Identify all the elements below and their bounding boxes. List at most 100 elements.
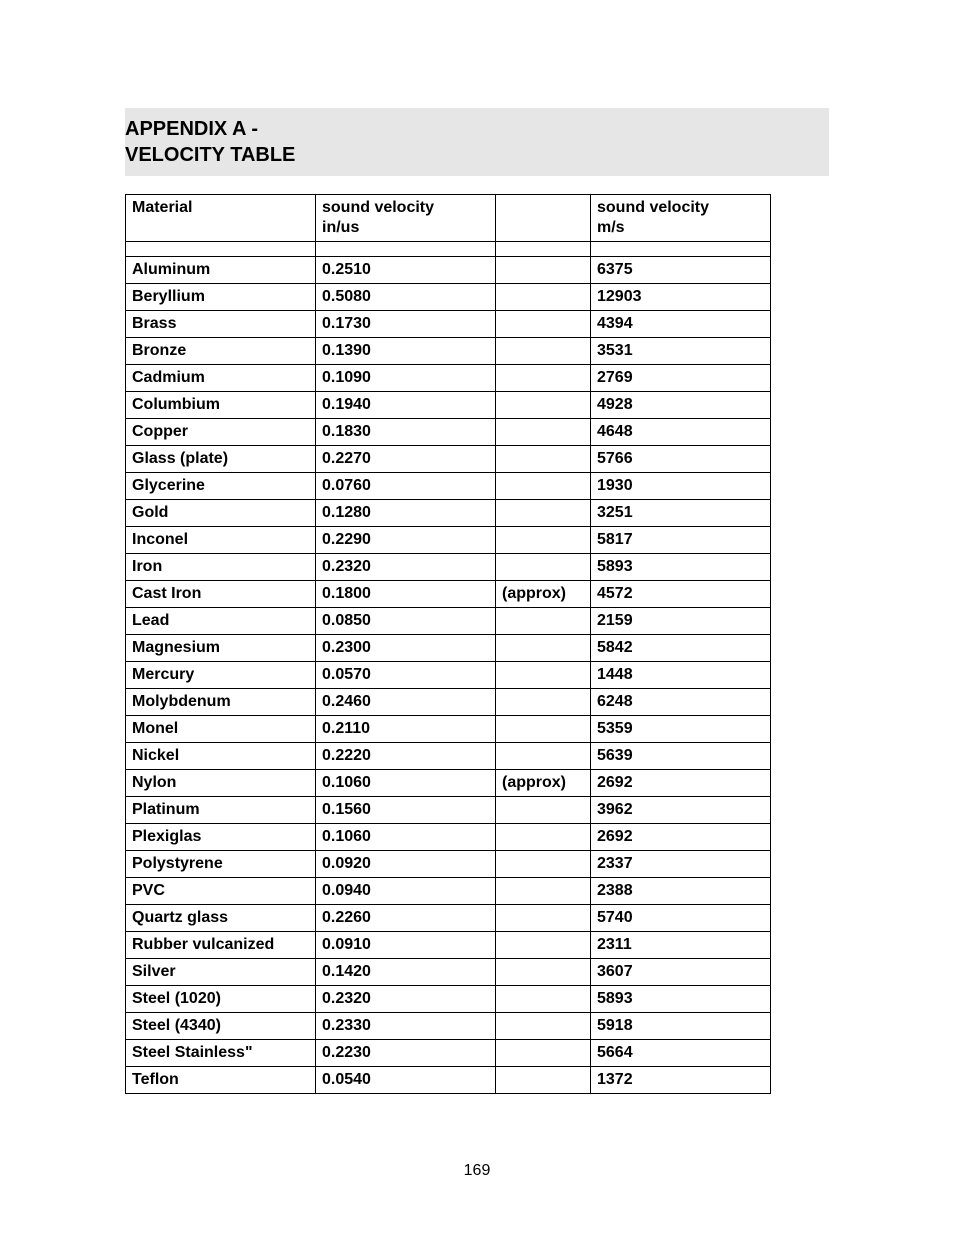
cell-material: Iron xyxy=(126,554,316,581)
cell-ms: 2311 xyxy=(591,932,771,959)
cell-material: Aluminum xyxy=(126,257,316,284)
cell-note xyxy=(496,878,591,905)
table-row: Steel (1020)0.23205893 xyxy=(126,986,771,1013)
cell-note xyxy=(496,311,591,338)
cell-note: (approx) xyxy=(496,770,591,797)
cell-inus: 0.2270 xyxy=(316,446,496,473)
cell-material: PVC xyxy=(126,878,316,905)
cell-note xyxy=(496,257,591,284)
cell-inus: 0.0910 xyxy=(316,932,496,959)
table-row: Cadmium0.10902769 xyxy=(126,365,771,392)
cell-inus: 0.0850 xyxy=(316,608,496,635)
heading-line2: VELOCITY TABLE xyxy=(125,142,829,168)
cell-ms: 5639 xyxy=(591,743,771,770)
cell-ms: 4648 xyxy=(591,419,771,446)
page: APPENDIX A - VELOCITY TABLE Material sou… xyxy=(0,0,954,1235)
cell-material: Steel Stainless" xyxy=(126,1040,316,1067)
table-row: Iron0.2320 5893 xyxy=(126,554,771,581)
table-row: Nickel0.22205639 xyxy=(126,743,771,770)
cell-note xyxy=(496,338,591,365)
cell-ms: 4928 xyxy=(591,392,771,419)
table-row: Copper0.1830 4648 xyxy=(126,419,771,446)
cell-inus: 0.1940 xyxy=(316,392,496,419)
table-row: Gold0.12803251 xyxy=(126,500,771,527)
cell-note xyxy=(496,473,591,500)
cell-material: Glycerine xyxy=(126,473,316,500)
header-note xyxy=(496,195,591,242)
cell-note xyxy=(496,1013,591,1040)
table-row: Silver0.14203607 xyxy=(126,959,771,986)
cell-ms: 2337 xyxy=(591,851,771,878)
cell-material: Glass (plate) xyxy=(126,446,316,473)
header-inus: sound velocity in/us xyxy=(316,195,496,242)
table-row: PVC0.09402388 xyxy=(126,878,771,905)
cell-inus: 0.0570 xyxy=(316,662,496,689)
cell-material: Steel (4340) xyxy=(126,1013,316,1040)
cell-note xyxy=(496,284,591,311)
table-row: Plexiglas0.10602692 xyxy=(126,824,771,851)
table-row: Quartz glass0.22605740 xyxy=(126,905,771,932)
cell-inus: 0.1560 xyxy=(316,797,496,824)
cell-material: Copper xyxy=(126,419,316,446)
cell-inus: 0.2230 xyxy=(316,1040,496,1067)
table-row: Platinum0.1560 3962 xyxy=(126,797,771,824)
cell-ms: 4572 xyxy=(591,581,771,608)
cell-ms: 5766 xyxy=(591,446,771,473)
cell-inus: 0.2290 xyxy=(316,527,496,554)
cell-inus: 0.2320 xyxy=(316,554,496,581)
cell-ms: 3962 xyxy=(591,797,771,824)
cell-inus: 0.5080 xyxy=(316,284,496,311)
table-row: Inconel0.22905817 xyxy=(126,527,771,554)
cell-note xyxy=(496,1067,591,1094)
cell-material: Mercury xyxy=(126,662,316,689)
cell-material: Gold xyxy=(126,500,316,527)
table-row: Mercury0.05701448 xyxy=(126,662,771,689)
table-row: Beryllium0.508012903 xyxy=(126,284,771,311)
cell-ms: 3607 xyxy=(591,959,771,986)
cell-inus: 0.0940 xyxy=(316,878,496,905)
cell-note xyxy=(496,365,591,392)
cell-note xyxy=(496,419,591,446)
table-row: Teflon0.05401372 xyxy=(126,1067,771,1094)
cell-ms: 5817 xyxy=(591,527,771,554)
cell-note xyxy=(496,905,591,932)
cell-note xyxy=(496,500,591,527)
cell-inus: 0.0760 xyxy=(316,473,496,500)
cell-ms: 12903 xyxy=(591,284,771,311)
cell-note xyxy=(496,851,591,878)
cell-ms: 5359 xyxy=(591,716,771,743)
table-row: Bronze0.13903531 xyxy=(126,338,771,365)
cell-material: Teflon xyxy=(126,1067,316,1094)
cell-inus: 0.1730 xyxy=(316,311,496,338)
table-row: Nylon0.1060(approx)2692 xyxy=(126,770,771,797)
table-row: Molybdenum0.24606248 xyxy=(126,689,771,716)
cell-note xyxy=(496,446,591,473)
cell-ms: 2692 xyxy=(591,824,771,851)
header-material: Material xyxy=(126,195,316,242)
table-body: Aluminum0.25106375Beryllium0.508012903Br… xyxy=(126,242,771,1094)
cell-note xyxy=(496,527,591,554)
cell-material: Columbium xyxy=(126,392,316,419)
appendix-heading: APPENDIX A - VELOCITY TABLE xyxy=(125,108,829,176)
cell-ms: 5893 xyxy=(591,986,771,1013)
cell-inus: 0.1830 xyxy=(316,419,496,446)
table-row: Brass0.17304394 xyxy=(126,311,771,338)
cell-material: Platinum xyxy=(126,797,316,824)
cell-note xyxy=(496,554,591,581)
table-header: Material sound velocity in/us sound velo… xyxy=(126,195,771,242)
table-row: Aluminum0.25106375 xyxy=(126,257,771,284)
cell-ms: 4394 xyxy=(591,311,771,338)
cell-ms: 1930 xyxy=(591,473,771,500)
cell-ms: 3531 xyxy=(591,338,771,365)
cell-ms: 2159 xyxy=(591,608,771,635)
cell-note xyxy=(496,959,591,986)
cell-note xyxy=(496,743,591,770)
cell-ms: 3251 xyxy=(591,500,771,527)
cell-inus: 0.2300 xyxy=(316,635,496,662)
table-row: Glycerine0.0760 1930 xyxy=(126,473,771,500)
cell-ms: 5893 xyxy=(591,554,771,581)
cell-inus: 0.2330 xyxy=(316,1013,496,1040)
table-row: Magnesium0.23005842 xyxy=(126,635,771,662)
cell-inus: 0.2260 xyxy=(316,905,496,932)
cell-note xyxy=(496,716,591,743)
